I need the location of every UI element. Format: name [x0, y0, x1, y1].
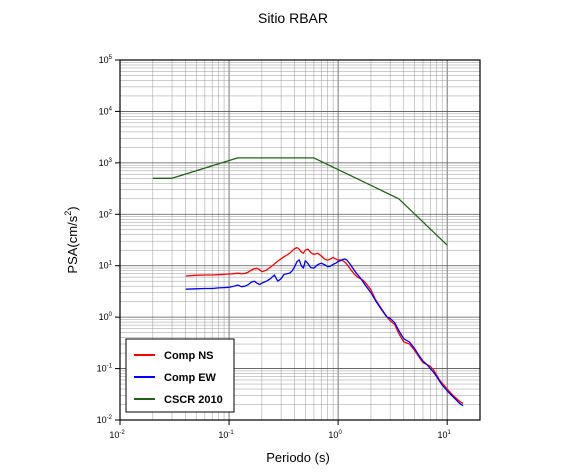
series-line-comp-ns: [185, 246, 464, 404]
series-lines: [152, 157, 464, 407]
x-tick-label: 101: [437, 430, 451, 440]
y-tick-label: 10-1: [97, 364, 113, 374]
y-axis-label: PSA(cm/s2): [63, 206, 80, 273]
y-tick-label: 105: [99, 55, 113, 65]
legend: Comp NS Comp EW CSCR 2010: [125, 338, 235, 413]
grid: [119, 60, 481, 421]
x-tick-label: 100: [328, 430, 342, 440]
y-axis: 10-2 10-1 100 101 102 103 104 105: [97, 55, 120, 425]
y-tick-label: 103: [99, 158, 113, 168]
legend-label: Comp NS: [164, 350, 214, 362]
x-axis-label: Periodo (s): [266, 450, 330, 465]
y-tick-label: 104: [99, 106, 113, 116]
x-tick-label: 10-1: [218, 430, 234, 440]
series-line-comp-ew: [185, 258, 464, 407]
legend-label: Comp EW: [164, 372, 217, 384]
x-axis: 10-2 10-1 100 101: [109, 420, 452, 440]
y-tick-label: 100: [99, 312, 113, 322]
y-tick-label: 102: [99, 209, 113, 219]
chart-title: Sitio RBAR: [258, 10, 328, 26]
series-line-cscr-2010: [152, 157, 448, 246]
legend-label: CSCR 2010: [164, 394, 223, 406]
plot-frame: [119, 59, 481, 421]
y-tick-label: 101: [99, 261, 113, 271]
y-tick-label: 10-2: [97, 415, 113, 425]
x-tick-label: 10-2: [109, 430, 125, 440]
